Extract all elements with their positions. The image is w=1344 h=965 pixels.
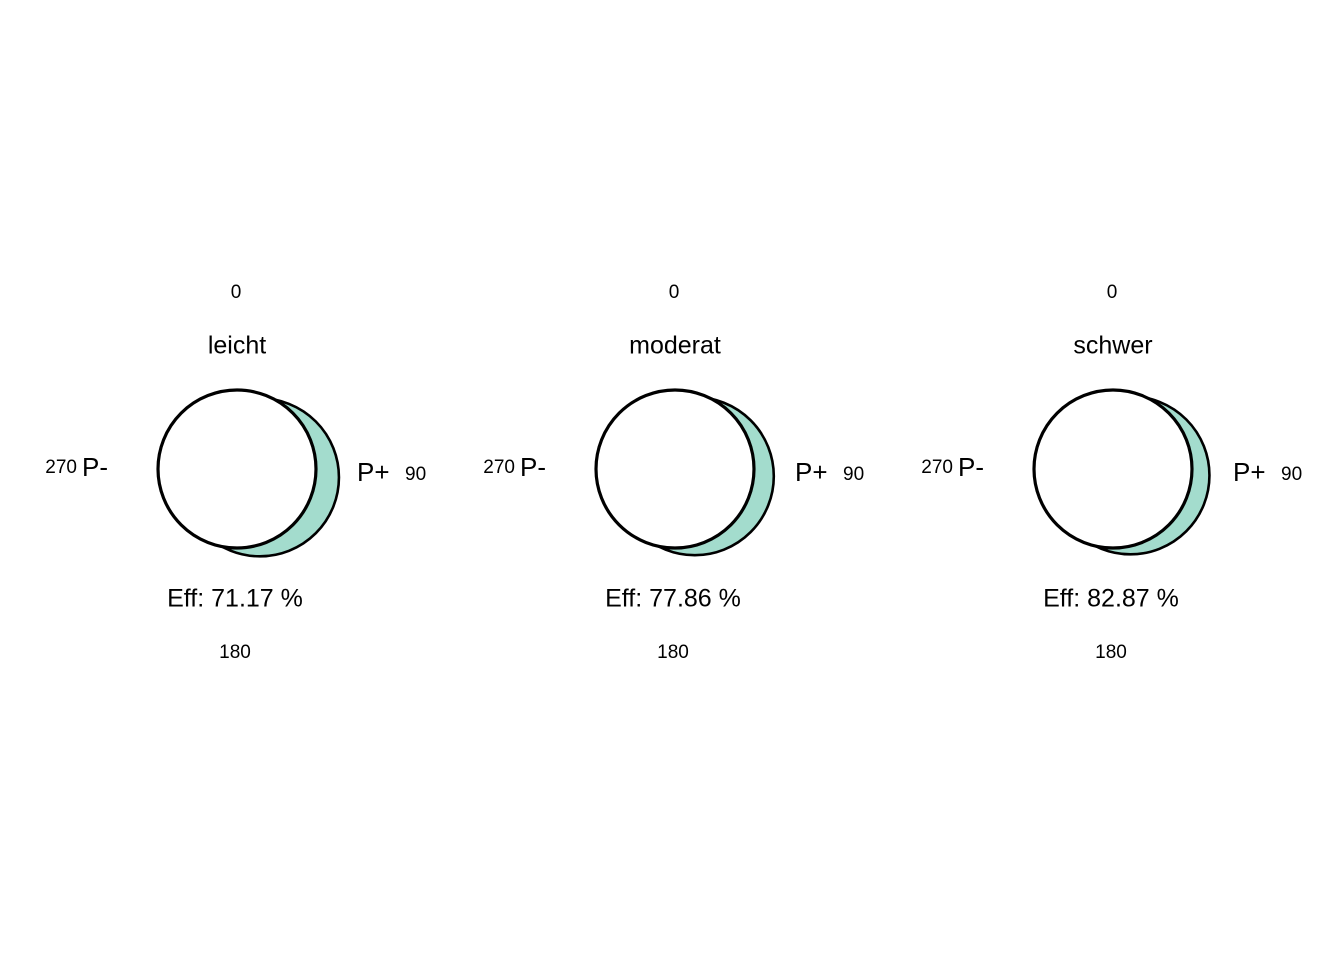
angle-label-right: 90 (1281, 464, 1302, 485)
side-label-right: P+ (1233, 457, 1266, 487)
panel-title: schwer (1073, 332, 1152, 360)
side-label-left: P- (958, 452, 984, 482)
side-label-left: P- (82, 452, 108, 482)
angle-label-bottom: 180 (1095, 642, 1127, 663)
angle-label-top: 0 (1107, 282, 1118, 303)
outline-circle (594, 388, 756, 550)
panel-title: moderat (629, 332, 721, 360)
angle-label-left: 270 (921, 457, 953, 478)
angle-label-right: 90 (405, 464, 426, 485)
side-label-left: P- (520, 452, 546, 482)
angle-label-bottom: 180 (657, 642, 689, 663)
side-label-right: P+ (795, 457, 828, 487)
efficiency-label: Eff: 71.17 % (167, 585, 303, 613)
angle-label-bottom: 180 (219, 642, 251, 663)
angle-label-top: 0 (669, 282, 680, 303)
efficiency-label: Eff: 82.87 % (1043, 585, 1179, 613)
panel-title: leicht (208, 332, 266, 360)
angle-label-top: 0 (231, 282, 242, 303)
angle-label-left: 270 (483, 457, 515, 478)
angle-label-left: 270 (45, 457, 77, 478)
efficiency-label: Eff: 77.86 % (605, 585, 741, 613)
outline-circle (156, 388, 318, 550)
angle-label-right: 90 (843, 464, 864, 485)
outline-circle (1032, 388, 1194, 550)
side-label-right: P+ (357, 457, 390, 487)
